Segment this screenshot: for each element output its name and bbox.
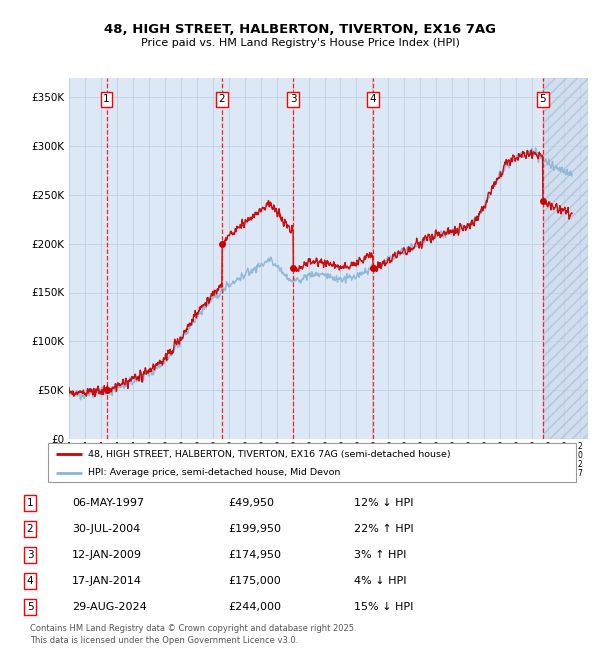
Text: £244,000: £244,000 bbox=[228, 602, 281, 612]
Text: £199,950: £199,950 bbox=[228, 524, 281, 534]
Text: 30-JUL-2004: 30-JUL-2004 bbox=[72, 524, 140, 534]
Text: 4% ↓ HPI: 4% ↓ HPI bbox=[354, 576, 407, 586]
Text: 4: 4 bbox=[26, 576, 34, 586]
Text: 5: 5 bbox=[26, 602, 34, 612]
Text: 15% ↓ HPI: 15% ↓ HPI bbox=[354, 602, 413, 612]
Text: £174,950: £174,950 bbox=[228, 550, 281, 560]
Text: 3: 3 bbox=[26, 550, 34, 560]
Text: 29-AUG-2024: 29-AUG-2024 bbox=[72, 602, 147, 612]
Text: 3% ↑ HPI: 3% ↑ HPI bbox=[354, 550, 406, 560]
Text: 3: 3 bbox=[290, 94, 296, 105]
Text: 1: 1 bbox=[26, 498, 34, 508]
Text: Contains HM Land Registry data © Crown copyright and database right 2025.
This d: Contains HM Land Registry data © Crown c… bbox=[30, 624, 356, 645]
Text: £175,000: £175,000 bbox=[228, 576, 281, 586]
Text: 5: 5 bbox=[539, 94, 546, 105]
Text: 48, HIGH STREET, HALBERTON, TIVERTON, EX16 7AG (semi-detached house): 48, HIGH STREET, HALBERTON, TIVERTON, EX… bbox=[88, 450, 450, 459]
FancyBboxPatch shape bbox=[48, 443, 576, 482]
Bar bbox=[542, 78, 588, 439]
Text: 12-JAN-2009: 12-JAN-2009 bbox=[72, 550, 142, 560]
Text: HPI: Average price, semi-detached house, Mid Devon: HPI: Average price, semi-detached house,… bbox=[88, 468, 340, 477]
Text: 48, HIGH STREET, HALBERTON, TIVERTON, EX16 7AG: 48, HIGH STREET, HALBERTON, TIVERTON, EX… bbox=[104, 23, 496, 36]
Text: Price paid vs. HM Land Registry's House Price Index (HPI): Price paid vs. HM Land Registry's House … bbox=[140, 38, 460, 47]
Text: 12% ↓ HPI: 12% ↓ HPI bbox=[354, 498, 413, 508]
Text: £49,950: £49,950 bbox=[228, 498, 274, 508]
Text: 2: 2 bbox=[26, 524, 34, 534]
Text: 1: 1 bbox=[103, 94, 110, 105]
Text: 4: 4 bbox=[370, 94, 376, 105]
Text: 22% ↑ HPI: 22% ↑ HPI bbox=[354, 524, 413, 534]
Text: 2: 2 bbox=[218, 94, 225, 105]
Text: 06-MAY-1997: 06-MAY-1997 bbox=[72, 498, 144, 508]
Text: 17-JAN-2014: 17-JAN-2014 bbox=[72, 576, 142, 586]
